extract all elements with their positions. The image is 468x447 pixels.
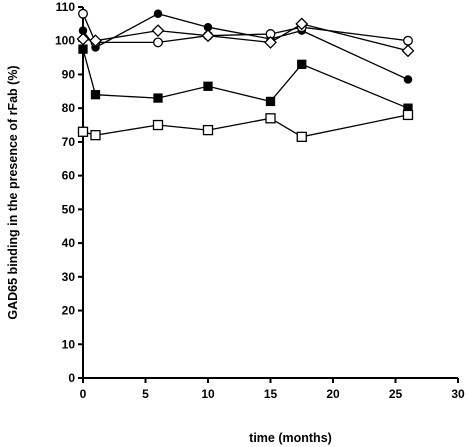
data-point-open-diamond [401,44,415,58]
data-point-filled-square [265,96,276,107]
x-tick-label: 10 [201,387,215,401]
y-tick-label: 80 [62,101,76,115]
data-point-open-square [402,109,414,121]
series-filled-square [78,44,413,113]
y-tick-label: 100 [55,34,75,48]
data-point-filled-square [203,81,213,91]
y-tick-label: 70 [62,135,76,149]
y-tick-label: 0 [68,371,75,385]
y-tick-label: 50 [62,202,76,216]
y-axis-title: GAD65 binding in the presence of rFab (%… [6,65,20,319]
data-point-open-square [202,124,214,136]
data-point-filled-circle [153,9,163,18]
x-tick-label: 5 [142,387,149,401]
data-point-open-diamond [201,29,215,43]
data-point-open-circle [153,37,163,48]
series-filled-circle [78,9,413,84]
data-point-open-circle [78,8,88,19]
y-tick-label: 110 [56,0,76,14]
data-point-open-square [296,131,307,143]
y-tick-label: 10 [62,337,76,351]
data-point-filled-square [153,93,163,103]
y-tick-label: 20 [62,304,76,318]
series-group [76,8,415,143]
x-tick-label: 20 [326,387,340,401]
x-axis-title: time (months) [249,431,332,445]
data-point-open-square [265,113,276,124]
x-tick-label: 25 [389,387,403,401]
data-point-open-diamond [264,35,277,49]
series-open-circle [78,8,413,48]
series-line-filled-square [82,49,409,109]
y-tick-label: 60 [62,169,76,183]
data-point-open-square [77,126,89,137]
ticks: 0 10 20 30 40 50 60 70 80 90 100 110 0 5 10 15 20 25 30 [55,0,465,401]
y-tick-label: 30 [62,270,76,284]
data-point-filled-circle [403,75,413,84]
data-point-open-square [152,119,164,131]
data-point-open-circle [403,35,413,46]
data-point-filled-square [90,90,101,100]
axes [82,7,458,379]
data-point-open-diamond [295,17,309,31]
data-point-open-square [90,130,101,141]
y-tick-label: 90 [62,67,76,81]
series-line-open-square [82,114,409,138]
data-point-open-diamond [151,24,165,38]
data-point-filled-square [297,59,307,69]
series-line-filled-circle [82,13,409,81]
y-tick-label: 40 [62,236,76,250]
x-tick-label: 0 [80,387,87,401]
series-open-square [77,109,414,143]
data-point-filled-square [78,44,88,54]
x-tick-label: 15 [264,387,278,401]
x-tick-label: 30 [451,387,465,401]
series-open-diamond [76,17,415,58]
data-point-open-diamond [89,34,102,48]
